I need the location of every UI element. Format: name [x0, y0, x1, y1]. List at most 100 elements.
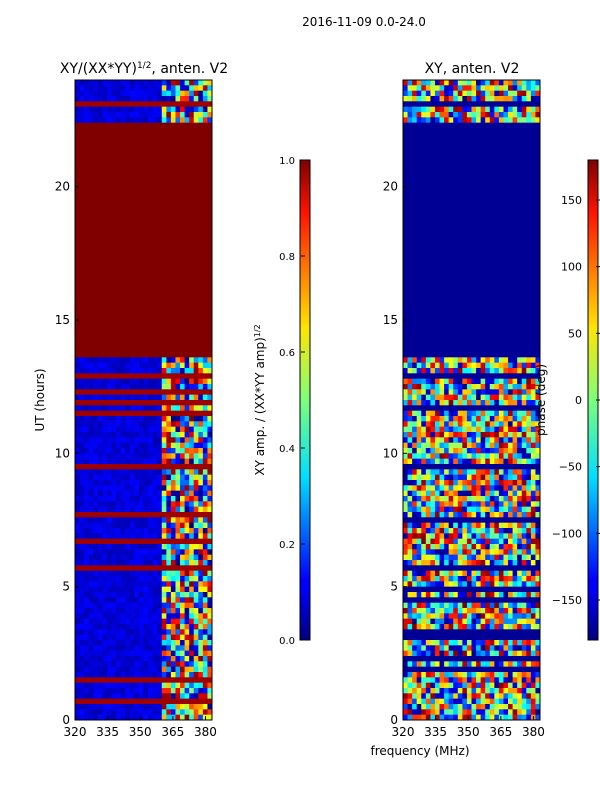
phase-cell: [421, 656, 427, 662]
amplitude-cell: [116, 581, 122, 588]
amplitude-cell: [116, 405, 122, 412]
phase-cell: [494, 442, 500, 449]
phase-cell: [503, 378, 509, 385]
phase-cell: [471, 624, 477, 630]
phase-cell: [425, 608, 431, 614]
amplitude-cell: [111, 522, 117, 529]
amplitude-cell: [102, 405, 108, 412]
phase-cell: [416, 458, 422, 465]
amplitude-cell: [79, 485, 85, 492]
phase-cell: [485, 565, 491, 572]
amplitude-cell: [161, 416, 167, 422]
phase-cell: [448, 693, 454, 700]
phase-cell: [457, 501, 463, 508]
amplitude-cell: [120, 496, 126, 502]
phase-cell: [425, 538, 431, 545]
phase-cell: [498, 432, 504, 438]
phase-cell: [476, 101, 482, 108]
amplitude-cell: [79, 373, 85, 380]
phase-cell: [430, 496, 436, 502]
phase-cell: [489, 106, 495, 113]
phase-cell: [416, 608, 422, 614]
amplitude-cell: [102, 645, 108, 652]
phase-cell: [521, 96, 527, 102]
phase-cell: [498, 544, 504, 550]
phase-cell-row: [403, 304, 540, 310]
amplitude-cell: [157, 410, 163, 417]
phase-cell: [476, 410, 482, 417]
amplitude-cell: [152, 629, 158, 636]
phase-cell: [434, 362, 441, 369]
phase-cell: [462, 112, 468, 118]
phase-cell: [453, 522, 459, 529]
amplitude-cell: [134, 704, 140, 710]
phase-cell: [466, 704, 472, 710]
amplitude-cell: [166, 80, 172, 86]
phase-cell: [480, 698, 486, 705]
amplitude-cell: [143, 677, 149, 684]
phase-cell: [453, 512, 459, 518]
phase-cell: [471, 464, 477, 470]
phase-cell: [517, 554, 523, 561]
amplitude-cell: [79, 453, 85, 460]
amplitude-cell: [106, 565, 113, 572]
amplitude-cell: [202, 704, 208, 710]
amplitude-cell: [97, 666, 103, 673]
amplitude-cell: [116, 709, 122, 716]
phase-cell: [439, 666, 445, 673]
amplitude-cell: [157, 608, 163, 614]
amplitude-cell: [175, 437, 181, 444]
phase-colorbar-tick-label: 100: [561, 261, 582, 274]
phase-cell: [494, 80, 500, 86]
amplitude-cell: [198, 586, 204, 593]
phase-cell: [421, 389, 427, 396]
amplitude-cell: [175, 704, 181, 710]
phase-cell: [471, 698, 477, 705]
phase-cell: [434, 485, 441, 492]
amplitude-cell: [88, 666, 94, 673]
phase-cell: [512, 357, 518, 364]
amplitude-cell: [152, 458, 158, 465]
phase-cell: [526, 96, 532, 102]
amplitude-cell: [193, 485, 199, 492]
phase-cell: [535, 357, 541, 364]
phase-cell: [498, 389, 504, 396]
phase-cell: [535, 704, 541, 710]
phase-cell: [535, 426, 541, 433]
phase-cell: [434, 528, 441, 534]
phase-cell: [416, 682, 422, 689]
amplitude-cell: [198, 394, 204, 401]
phase-cell: [517, 80, 523, 86]
phase-cell: [439, 80, 445, 86]
phase-cell: [444, 624, 450, 630]
amplitude-cell: [157, 533, 163, 540]
phase-cell: [476, 96, 482, 102]
amplitude-cell: [129, 432, 135, 438]
amplitude-cell: [148, 581, 154, 588]
amplitude-cell: [93, 512, 99, 518]
amplitude-cell: [184, 421, 190, 428]
amplitude-cell: [148, 474, 154, 481]
amplitude-cell: [207, 480, 213, 486]
phase-cell: [530, 522, 536, 529]
phase-cell: [530, 512, 536, 518]
phase-cell: [508, 400, 514, 406]
phase-cell: [494, 608, 500, 614]
amplitude-cell: [189, 362, 195, 369]
phase-cell: [416, 437, 422, 444]
phase-cell: [457, 576, 463, 582]
phase-cell: [462, 682, 468, 689]
phase-cell: [494, 597, 500, 604]
amplitude-cell: [175, 533, 181, 540]
amplitude-cell: [198, 554, 204, 561]
amplitude-cell: [75, 528, 81, 534]
phase-cell: [439, 528, 445, 534]
phase-cell: [430, 453, 436, 460]
phase-cell: [521, 474, 527, 481]
amplitude-cell: [79, 704, 85, 710]
phase-cell: [462, 90, 468, 97]
amplitude-cell: [170, 117, 176, 124]
amplitude-cell: [129, 437, 135, 444]
phase-cell: [485, 698, 491, 705]
amplitude-cell: [207, 618, 213, 625]
